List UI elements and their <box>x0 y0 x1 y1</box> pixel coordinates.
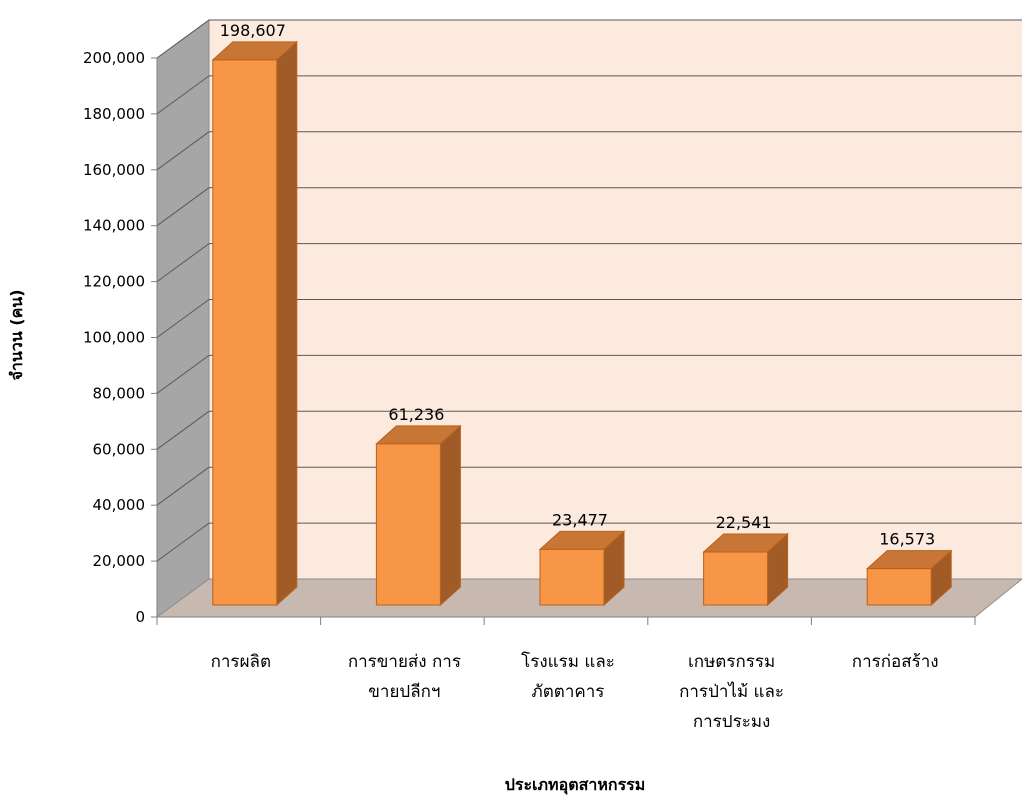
category-label: การก่อสร้าง <box>852 652 939 672</box>
category-label: การป่าไม้ และ <box>679 681 784 702</box>
gridline <box>156 75 210 115</box>
category-label: การประมง <box>693 712 771 732</box>
category-label: ภัตตาคาร <box>532 682 605 702</box>
gridline <box>156 19 210 59</box>
y-axis-title: จำนวน (คน) <box>7 289 26 380</box>
gridline <box>156 466 210 506</box>
gridlines <box>156 19 1022 562</box>
data-label: 198,607 <box>220 21 286 40</box>
y-tick-label: 100,000 <box>83 329 145 347</box>
bar-front <box>375 443 441 606</box>
y-tick-label: 20,000 <box>93 552 146 570</box>
bar <box>538 530 626 607</box>
y-tick-label: 140,000 <box>83 217 145 235</box>
category-label: ขายปลีกฯ <box>368 682 440 702</box>
y-tick-label: 160,000 <box>83 161 145 179</box>
data-labels: 198,607 61,236 23,477 22,541 16,573 <box>220 21 935 549</box>
bar <box>702 532 789 607</box>
y-tick-label: 120,000 <box>83 273 145 291</box>
y-axis: 0 20,000 40,000 60,000 80,000 100,000 120,000 1… <box>83 49 975 626</box>
gridline <box>156 131 210 171</box>
bar-side <box>276 40 298 607</box>
data-label: 23,477 <box>552 510 608 529</box>
y-tick-label: 0 <box>135 608 145 626</box>
category-label: การขายส่ง การ <box>348 652 461 672</box>
data-label: 22,541 <box>716 513 772 532</box>
gridline <box>156 410 210 450</box>
bar <box>865 549 953 607</box>
y-tick-label: 200,000 <box>83 49 145 67</box>
category-label: การผลิต <box>211 652 271 672</box>
bar <box>211 40 299 607</box>
gridline <box>156 522 210 562</box>
y-tick-label: 180,000 <box>83 105 145 123</box>
bar-front <box>212 59 278 606</box>
gridline <box>156 354 210 394</box>
bar <box>375 424 462 607</box>
gridline <box>156 243 210 283</box>
y-tick-label: 80,000 <box>93 384 146 402</box>
gridline <box>156 187 210 227</box>
bar-front <box>866 568 932 606</box>
gridline <box>156 299 210 338</box>
bar-front <box>703 551 769 606</box>
category-label: เกษตรกรรม <box>688 652 775 672</box>
bar-side <box>439 424 461 607</box>
category-label: โรงแรม และ <box>521 651 615 672</box>
y-tick-label: 60,000 <box>93 440 146 458</box>
bars <box>211 40 953 607</box>
y-tick-label: 40,000 <box>93 496 146 514</box>
x-axis-title: ประเภทอุตสาหกรรม <box>505 775 646 795</box>
data-label: 61,236 <box>388 405 444 424</box>
data-label: 16,573 <box>879 530 935 549</box>
bar-front <box>539 548 605 606</box>
